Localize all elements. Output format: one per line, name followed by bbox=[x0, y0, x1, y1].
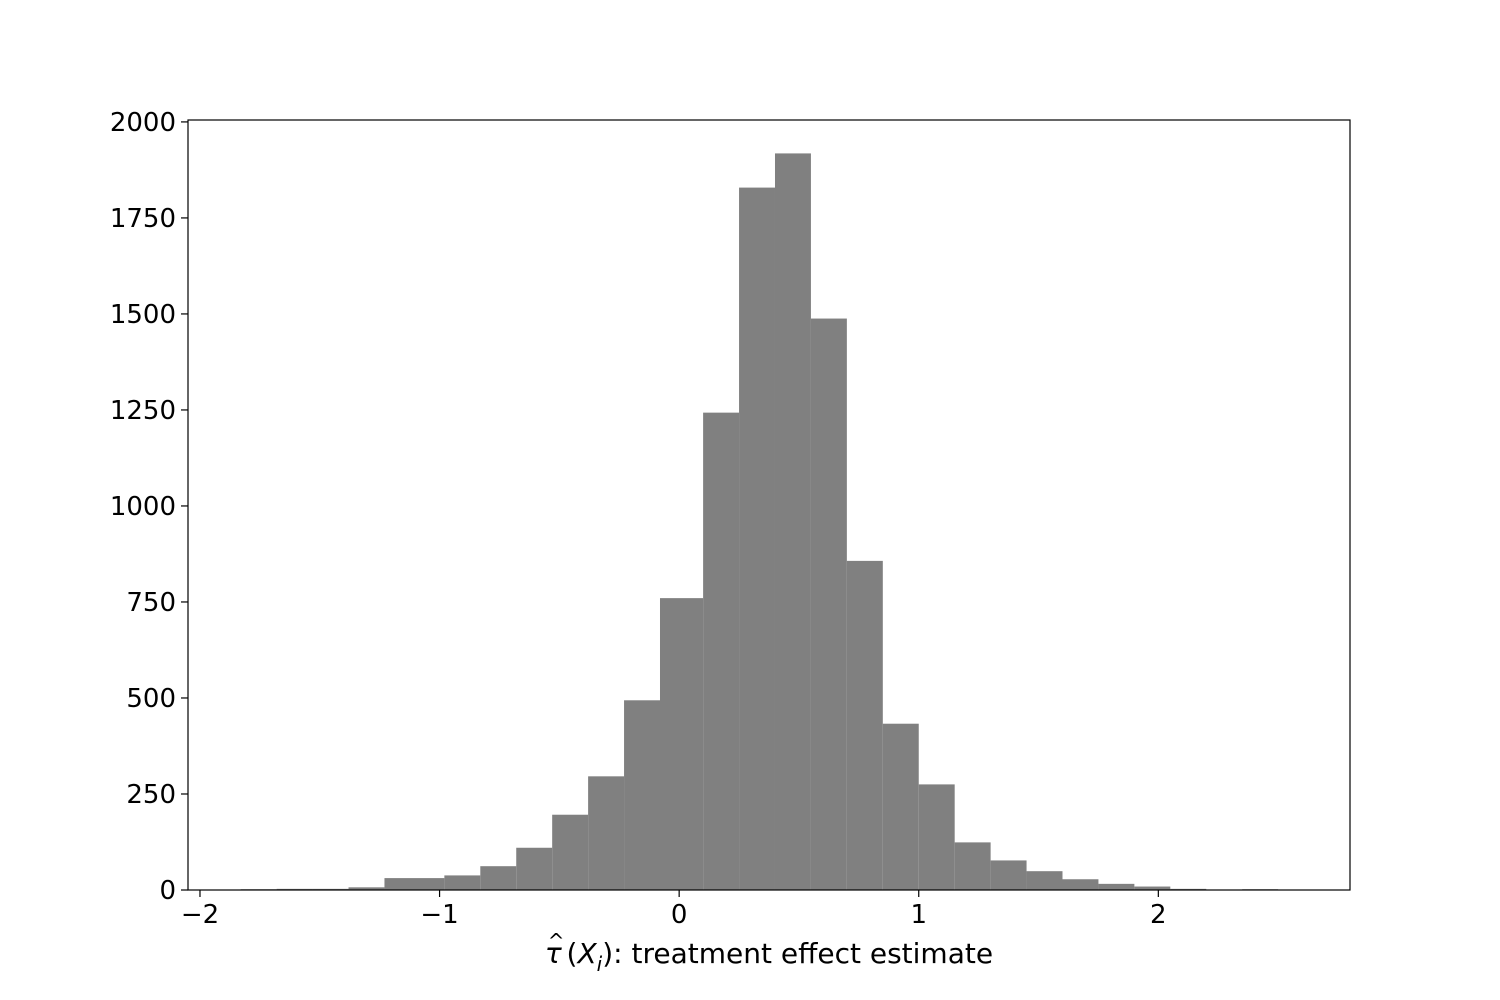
histogram-bar bbox=[882, 723, 919, 890]
histogram-bar bbox=[588, 776, 625, 890]
x-tick-label: 2 bbox=[1150, 900, 1167, 930]
histogram-bar bbox=[1026, 871, 1063, 890]
y-tick-label: 2000 bbox=[110, 108, 176, 138]
histogram-bars bbox=[240, 153, 1279, 891]
y-tick-label: 250 bbox=[126, 780, 176, 810]
histogram-bar bbox=[774, 153, 811, 890]
histogram-bar bbox=[739, 187, 775, 891]
histogram-bar bbox=[703, 412, 740, 890]
histogram-bar bbox=[552, 814, 589, 890]
y-tick-label: 0 bbox=[159, 876, 176, 906]
histogram-bar bbox=[480, 866, 517, 890]
x-tick-label: −2 bbox=[181, 900, 219, 930]
x-tick-label: 1 bbox=[910, 900, 927, 930]
histogram-bar bbox=[990, 860, 1027, 890]
x-axis-label-hat: ^ bbox=[548, 929, 565, 953]
histogram-bar bbox=[1062, 879, 1099, 890]
x-axis-label: τ^(Xi): treatment effect estimate bbox=[545, 929, 993, 976]
y-tick-label: 1500 bbox=[110, 300, 176, 330]
y-tick-label: 750 bbox=[126, 588, 176, 618]
y-tick-label: 500 bbox=[126, 684, 176, 714]
histogram-bar bbox=[384, 878, 445, 890]
x-tick-label: −1 bbox=[420, 900, 458, 930]
histogram-bar bbox=[348, 887, 385, 890]
histogram-bar bbox=[918, 784, 955, 890]
x-axis-label-symbol: τ bbox=[545, 937, 562, 970]
x-axis-label-subscript: i bbox=[597, 952, 603, 976]
x-tick-label: 0 bbox=[671, 900, 688, 930]
histogram-bar bbox=[1098, 883, 1135, 890]
y-tick-label: 1000 bbox=[110, 492, 176, 522]
y-tick-label: 1750 bbox=[110, 204, 176, 234]
histogram-bar bbox=[516, 847, 553, 890]
x-axis-label-rest: ): treatment effect estimate bbox=[602, 937, 993, 970]
histogram-bar bbox=[659, 598, 704, 890]
x-axis-label-open: ( bbox=[567, 937, 578, 970]
x-axis-ticks: −2 −1 0 1 2 bbox=[181, 890, 1167, 930]
histogram-bar bbox=[810, 318, 847, 891]
y-axis-ticks: 0 250 500 750 1000 1250 1500 1750 2000 bbox=[110, 108, 188, 906]
x-axis-label-var: X bbox=[575, 937, 597, 970]
histogram-bar bbox=[624, 700, 660, 890]
plot-area-frame bbox=[187, 119, 1351, 891]
histogram-bar bbox=[846, 560, 883, 890]
histogram-bar bbox=[954, 842, 991, 890]
histogram-bar bbox=[1134, 886, 1171, 890]
y-tick-label: 1250 bbox=[110, 396, 176, 426]
histogram-bar bbox=[444, 875, 481, 890]
